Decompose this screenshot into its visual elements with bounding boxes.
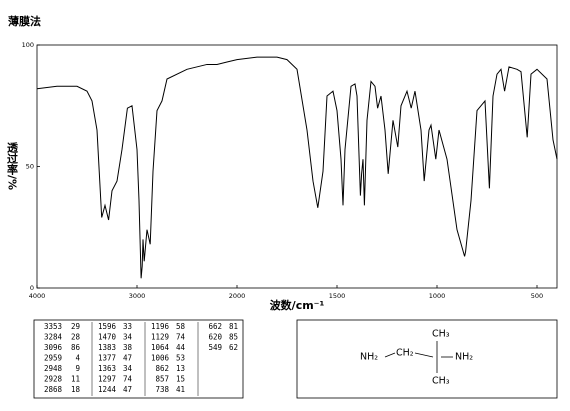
peak-wavenumber: 1596: [98, 322, 117, 331]
peak-wavenumber: 2868: [44, 385, 63, 394]
peak-transmittance: 58: [176, 322, 186, 331]
peak-wavenumber: 3284: [44, 333, 63, 342]
peak-wavenumber: 862: [155, 364, 169, 373]
peak-wavenumber: 549: [208, 343, 222, 352]
structure-frame: [296, 319, 558, 399]
peak-transmittance: 29: [71, 322, 80, 331]
atom-label: NH₂: [455, 352, 473, 363]
peak-wavenumber: 1377: [98, 354, 116, 363]
atom-label: C: [434, 352, 441, 363]
peak-transmittance: 28: [71, 333, 81, 342]
peak-transmittance: 34: [123, 333, 133, 342]
peak-transmittance: 18: [71, 385, 81, 394]
peak-transmittance: 47: [123, 385, 132, 394]
peak-transmittance: 34: [123, 364, 133, 373]
atom-label: CH₃: [432, 376, 450, 387]
peak-wavenumber: 1470: [98, 333, 117, 342]
peak-wavenumber: 1006: [151, 354, 170, 363]
peak-wavenumber: 1244: [98, 385, 117, 394]
peak-wavenumber: 662: [208, 322, 222, 331]
peak-transmittance: 86: [71, 343, 81, 352]
peak-transmittance: 11: [71, 375, 80, 384]
peak-wavenumber: 1129: [151, 333, 169, 342]
peak-table-frame: [33, 319, 244, 399]
peak-transmittance: 9: [75, 364, 80, 373]
x-tick-label: 3000: [129, 292, 146, 300]
peak-transmittance: 47: [123, 354, 132, 363]
peak-transmittance: 13: [176, 364, 185, 373]
x-tick-label: 4000: [29, 292, 46, 300]
x-tick-label: 1000: [429, 292, 446, 300]
x-tick-label: 500: [531, 292, 543, 300]
peak-wavenumber: 1363: [98, 364, 116, 373]
peak-transmittance: 41: [176, 385, 185, 394]
atom-label: CH₃: [432, 329, 450, 340]
peak-wavenumber: 857: [155, 375, 169, 384]
peak-transmittance: 53: [176, 354, 185, 363]
peak-wavenumber: 2948: [44, 364, 63, 373]
y-axis-label: 透过率/%: [6, 142, 19, 190]
peak-transmittance: 33: [123, 322, 132, 331]
peak-wavenumber: 738: [155, 385, 169, 394]
plot-frame: [36, 44, 558, 289]
atom-label: CH₂: [396, 348, 414, 359]
x-tick-label: 2000: [229, 292, 246, 300]
peak-wavenumber: 1297: [98, 375, 116, 384]
peak-wavenumber: 620: [208, 333, 222, 342]
spectrum-line: [36, 56, 558, 279]
x-axis-label: 波数/cm⁻¹: [270, 298, 325, 312]
peak-transmittance: 62: [229, 343, 238, 352]
peak-transmittance: 85: [229, 333, 238, 342]
peak-transmittance: 74: [123, 375, 133, 384]
peak-wavenumber: 1196: [151, 322, 170, 331]
atom-label: NH₂: [360, 352, 378, 363]
peak-wavenumber: 3096: [44, 343, 63, 352]
x-tick-label: 1500: [329, 292, 346, 300]
peak-wavenumber: 2928: [44, 375, 63, 384]
y-tick-label: 0: [30, 284, 34, 292]
peak-wavenumber: 3353: [44, 322, 62, 331]
peak-transmittance: 4: [75, 354, 80, 363]
peak-transmittance: 44: [176, 343, 186, 352]
structure-bonds: [384, 341, 453, 373]
peak-transmittance: 15: [176, 375, 185, 384]
chart-title: 薄膜法: [8, 14, 41, 28]
peak-wavenumber: 1383: [98, 343, 116, 352]
peak-transmittance: 38: [123, 343, 133, 352]
peak-wavenumber: 1064: [151, 343, 170, 352]
y-tick-label: 100: [22, 41, 34, 49]
peak-transmittance: 74: [176, 333, 186, 342]
y-tick-label: 50: [26, 163, 34, 171]
peak-transmittance: 81: [229, 322, 238, 331]
peak-wavenumber: 2959: [44, 354, 62, 363]
